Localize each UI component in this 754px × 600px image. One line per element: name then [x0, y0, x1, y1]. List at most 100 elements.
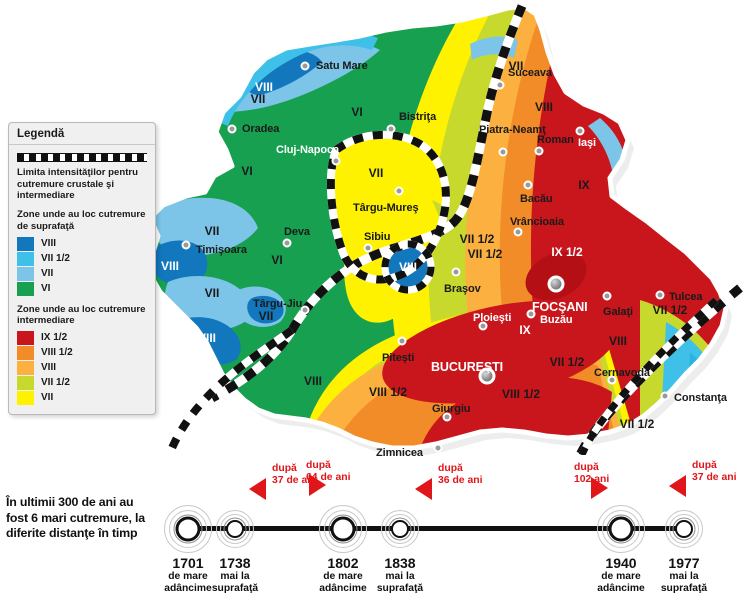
- earthquake-epicenter-icon: [597, 505, 645, 553]
- legend-intermediate-item-row: VIII: [17, 360, 147, 375]
- city-label: Ploieşti: [473, 312, 512, 324]
- legend-intermediate-item-color-swatch: [17, 360, 34, 375]
- ring-r1: [381, 510, 419, 548]
- city-dot-icon: [655, 290, 665, 300]
- city-dot-icon: [433, 443, 443, 453]
- earthquake-epicenter-icon: [660, 505, 708, 553]
- gap-pointer-arrow-icon: [415, 478, 432, 500]
- zone-intensity-label: VII 1/2: [459, 232, 495, 246]
- city-dot-icon: [397, 336, 407, 346]
- city-dot-icon: [523, 180, 533, 190]
- zone-intensity-label: VII: [250, 92, 266, 106]
- ring-r4: [330, 516, 356, 542]
- city-label: Piatra-Neamţ: [479, 124, 546, 136]
- earthquake-epicenter-icon: [319, 505, 367, 553]
- city-label: Deva: [284, 226, 310, 238]
- legend-intermediate-item-color-swatch: [17, 330, 34, 345]
- zone-intensity-label: VIII: [534, 100, 554, 114]
- legend-surface-swatches: VIII VII 1/2 VII VI: [17, 236, 147, 296]
- country-outline: [147, 3, 729, 451]
- city-label: Târgu-Jiu: [253, 298, 303, 310]
- legend-surface-heading: Zone unde au loc cutremure de suprafaţă: [17, 209, 146, 232]
- ring-r3: [606, 514, 636, 544]
- ring-r2: [602, 510, 640, 548]
- timeline-event-description: de mare adâncime: [597, 571, 645, 594]
- legend-title: Legendă: [9, 123, 155, 145]
- legend-surface-item-label: VII 1/2: [41, 253, 70, 265]
- timeline-event-description: de mare adâncime: [164, 571, 212, 594]
- earthquake-epicenter-icon: [164, 505, 212, 553]
- timeline-axis: [188, 526, 684, 531]
- romania-seismic-map: VIII VII VII VI VI VIII IX VII VI VII VIII VII VII VI…: [147, 3, 743, 459]
- timeline-event-description: mai la suprafaţă: [376, 571, 424, 594]
- city-dot-icon: [282, 238, 292, 248]
- legend-intermediate-heading: Zone unde au loc cutremure intermediare: [17, 303, 146, 327]
- city-label: Tulcea: [669, 291, 703, 303]
- city-dot-icon: [575, 126, 585, 136]
- city-label: Zimnicea: [376, 447, 423, 459]
- zone-intensity-label: VIII: [197, 331, 217, 345]
- city-dot-icon: [442, 412, 452, 422]
- legend-surface-item-label: VII: [41, 268, 54, 280]
- city-label: Vrâncioaia: [510, 216, 565, 228]
- legend-panel: Legendă Limita intensităţilor pentru cut…: [8, 122, 156, 415]
- zone-intensity-label: VIII 1/2: [501, 387, 541, 401]
- city-dot-icon: [394, 186, 404, 196]
- city-dot-icon: [495, 80, 505, 90]
- city-label: Cluj-Napoca: [276, 144, 340, 156]
- city-dot-icon: [602, 291, 612, 301]
- city-dot-icon: [227, 124, 237, 134]
- legend-surface-item-color-swatch: [17, 266, 34, 281]
- zone-intensity-label: VI: [271, 253, 283, 267]
- intensity-boundary-lines: [168, 4, 743, 455]
- zone-intensity-label: VI: [351, 105, 363, 119]
- city-label: Oradea: [242, 123, 280, 135]
- zone-intensity-label: VII: [508, 59, 524, 73]
- legend-intermediate-item-label: VII: [41, 392, 54, 404]
- gap-pointer-arrow-icon: [669, 475, 686, 497]
- legend-surface-item-row: VI: [17, 281, 147, 296]
- zone-intensity-label: VI: [241, 164, 253, 178]
- city-label: Galaţi: [603, 306, 633, 318]
- city-label: Iaşi: [578, 137, 596, 149]
- ring-r2: [324, 510, 362, 548]
- timeline-event: 1940 de mare adâncime: [597, 505, 645, 595]
- ring-r3: [388, 517, 412, 541]
- city-dot-icon: [478, 367, 496, 385]
- city-label: Satu Mare: [316, 60, 368, 72]
- ring-r2: [385, 514, 415, 544]
- legend-intermediate-item-row: VII 1/2: [17, 375, 147, 390]
- city-dot-icon: [386, 124, 396, 134]
- city-dot-icon: [300, 305, 310, 315]
- legend-surface-item-color-swatch: [17, 281, 34, 296]
- city-dot-icon: [607, 375, 617, 385]
- zone-intensity-label: IX 1/2: [551, 245, 583, 259]
- ring-r1: [216, 510, 254, 548]
- ring-r1: [597, 505, 645, 553]
- legend-surface-item-color-swatch: [17, 236, 34, 251]
- ring-r4: [226, 520, 244, 538]
- city-dot-icon: [660, 391, 670, 401]
- earthquake-epicenter-icon: [211, 505, 259, 553]
- legend-surface-item-label: VI: [41, 283, 51, 295]
- city-label: FOCŞANI: [532, 300, 588, 314]
- timeline-event: 1802 de mare adâncime: [319, 505, 367, 595]
- city-dot-icon: [300, 61, 310, 71]
- legend-intermediate-item-row: IX 1/2: [17, 330, 147, 345]
- ring-r1: [164, 505, 212, 553]
- city-dot-icon: [331, 156, 341, 166]
- zone-intensity-label: VII: [204, 286, 220, 300]
- city-label: Bistriţa: [399, 111, 437, 123]
- timeline-gap-label: după 37 de ani: [692, 460, 737, 483]
- legend-intermediate-item-color-swatch: [17, 390, 34, 405]
- timeline-event-description: de mare adâncime: [319, 571, 367, 594]
- zone-intensity-label: VII 1/2: [619, 417, 655, 431]
- zone-intensity-label: VII: [204, 224, 220, 238]
- city-label: BUCUREŞTI: [431, 360, 504, 374]
- legend-surface-item-row: VIII: [17, 236, 147, 251]
- timeline-event-year: 1977: [668, 555, 700, 571]
- city-label: Giurgiu: [432, 403, 471, 415]
- ring-r4: [175, 516, 201, 542]
- legend-intermediate-item-color-swatch: [17, 345, 34, 360]
